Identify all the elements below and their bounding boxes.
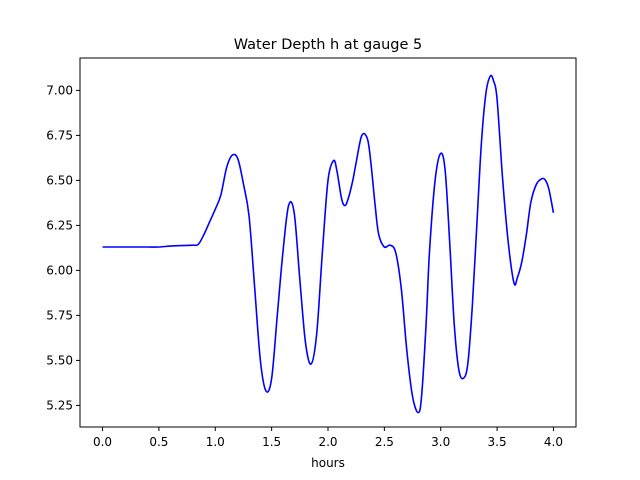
y-tick-label: 5.50 bbox=[46, 353, 73, 367]
series-line-0 bbox=[102, 74, 555, 414]
x-tick-label: 2.0 bbox=[318, 435, 337, 449]
x-tick-label: 4.0 bbox=[544, 435, 563, 449]
x-tick-label: 1.0 bbox=[206, 435, 225, 449]
y-tick-label: 6.75 bbox=[46, 128, 73, 142]
x-tick-label: 1.5 bbox=[262, 435, 281, 449]
x-axis-label: hours bbox=[311, 456, 345, 470]
y-tick-label: 5.25 bbox=[46, 398, 73, 412]
y-axis: 5.25 5.50 5.75 6.00 6.25 6.50 6.75 7.00 bbox=[46, 83, 80, 412]
y-tick-label: 6.00 bbox=[46, 263, 73, 277]
x-tick-label: 2.5 bbox=[375, 435, 394, 449]
x-tick-label: 0.5 bbox=[149, 435, 168, 449]
x-tick-label: 3.5 bbox=[488, 435, 507, 449]
y-tick-label: 6.25 bbox=[46, 218, 73, 232]
plot-area bbox=[102, 74, 555, 414]
x-tick-label: 0.0 bbox=[93, 435, 112, 449]
y-tick-label: 7.00 bbox=[46, 83, 73, 97]
x-tick-label: 3.0 bbox=[431, 435, 450, 449]
chart-title: Water Depth h at gauge 5 bbox=[234, 37, 422, 53]
x-axis: 0.0 0.5 1.0 1.5 2.0 2.5 3.0 3.5 4.0 bbox=[93, 427, 563, 449]
y-tick-label: 5.75 bbox=[46, 308, 73, 322]
y-tick-label: 6.50 bbox=[46, 173, 73, 187]
